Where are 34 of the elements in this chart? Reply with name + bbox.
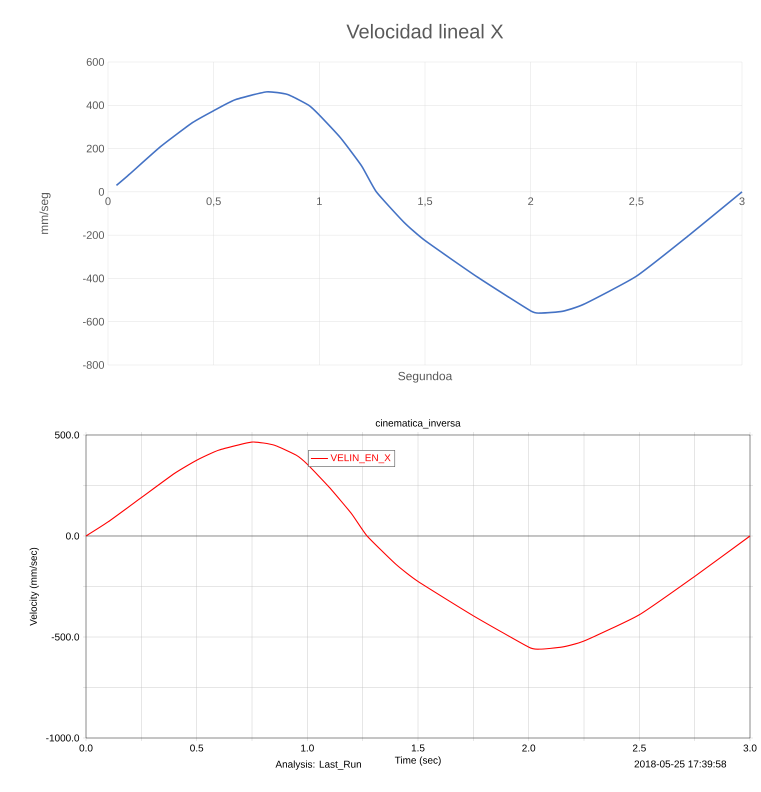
y-tick-label: 0.0 xyxy=(66,532,80,540)
text: 2018-05-25 17:39:58 xyxy=(634,760,726,768)
y-tick-label: 500.0 xyxy=(54,431,80,439)
x-tick-label: 0.5 xyxy=(190,744,204,752)
x-tick-label: 1,5 xyxy=(418,197,432,206)
y-tick-label: -500.0 xyxy=(52,633,80,641)
y-tick-label: -1000.0 xyxy=(46,734,80,742)
text: Analysis: Last_Run xyxy=(275,760,361,770)
y-axis-title: mm/seg xyxy=(39,193,51,234)
x-tick-label: 2 xyxy=(528,197,534,206)
x-tick-label: 1.0 xyxy=(301,744,314,752)
y-tick-label: -400 xyxy=(83,274,104,282)
x-tick-label: 1.5 xyxy=(412,744,425,752)
x-tick-label: 0 xyxy=(105,197,111,206)
y-tick-label: 200 xyxy=(86,144,104,152)
x-tick-label: 2,5 xyxy=(629,197,644,206)
chart-title: Velocidad lineal X xyxy=(346,24,504,39)
x-axis-title: Segundoa xyxy=(398,372,452,383)
chart-title: cinematica_inversa xyxy=(376,419,461,428)
y-tick-label: -200 xyxy=(83,231,104,240)
x-tick-label: 2.5 xyxy=(632,744,646,752)
y-tick-label: 600 xyxy=(86,58,104,66)
x-tick-label: 3 xyxy=(739,197,745,206)
x-axis-title: Time (sec) xyxy=(394,756,441,766)
y-tick-label: -600 xyxy=(83,318,104,326)
x-tick-label: 1 xyxy=(317,197,322,205)
legend-label: VELIN_EN_X xyxy=(330,454,391,464)
x-tick-label: 3.0 xyxy=(743,744,757,752)
x-tick-label: 2.0 xyxy=(522,744,536,752)
y-axis-title: Velocity (mm/sec) xyxy=(30,548,39,626)
x-tick-label: 0,5 xyxy=(206,197,221,206)
y-tick-label: -800 xyxy=(83,361,104,369)
y-tick-label: 400 xyxy=(86,101,104,110)
y-tick-label: 0 xyxy=(98,188,104,196)
